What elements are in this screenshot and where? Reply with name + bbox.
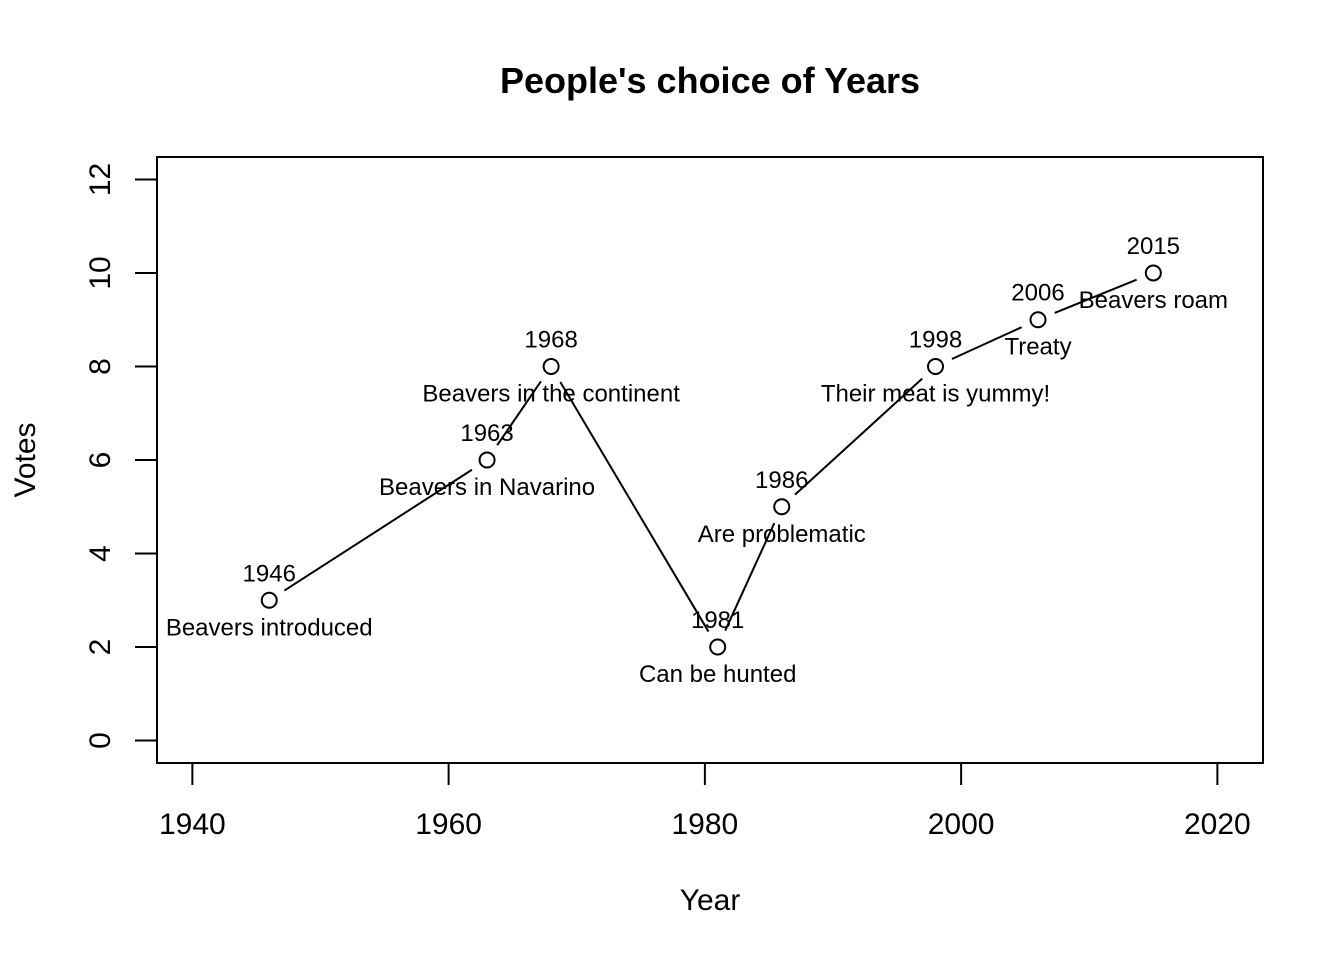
series-line-segment bbox=[496, 380, 542, 446]
point-year-label: 2006 bbox=[1011, 280, 1064, 307]
series-line-segment bbox=[794, 377, 923, 496]
point-year-label: 1986 bbox=[755, 467, 808, 494]
y-tick-label: 0 bbox=[84, 732, 117, 749]
data-point bbox=[1144, 264, 1162, 282]
point-note-label: Beavers introduced bbox=[166, 614, 373, 641]
point-note-label: Beavers in the continent bbox=[422, 380, 680, 407]
data-point bbox=[260, 591, 278, 609]
y-tick-label: 8 bbox=[84, 358, 117, 375]
point-note-label: Are problematic bbox=[698, 521, 866, 548]
point-note-label: Beavers roam bbox=[1079, 287, 1228, 314]
data-point bbox=[1029, 311, 1047, 329]
x-tick-label: 1980 bbox=[671, 808, 738, 841]
point-note-label: Their meat is yummy! bbox=[821, 380, 1050, 407]
y-axis-title: Votes bbox=[9, 422, 42, 497]
point-year-label: 1963 bbox=[460, 420, 513, 447]
series-line-segment bbox=[951, 326, 1023, 360]
series-line-group bbox=[283, 278, 1138, 633]
y-tick-label: 2 bbox=[84, 639, 117, 656]
x-tick-label: 1940 bbox=[159, 808, 226, 841]
point-year-label: 1968 bbox=[524, 326, 577, 353]
point-note-label: Beavers in Navarino bbox=[379, 474, 595, 501]
series-line-segment bbox=[283, 468, 473, 592]
x-tick-label: 2000 bbox=[928, 808, 995, 841]
series-line-segment bbox=[559, 381, 710, 633]
y-tick-label: 4 bbox=[84, 545, 117, 562]
series-line-segment bbox=[724, 522, 776, 632]
y-tick-label: 12 bbox=[84, 163, 117, 196]
point-note-label: Can be hunted bbox=[639, 661, 796, 688]
data-point bbox=[478, 451, 496, 469]
x-axis: 1940 1960 1980 2000 2020 bbox=[159, 762, 1251, 841]
point-year-label: 1981 bbox=[691, 607, 744, 634]
point-year-label: 1998 bbox=[909, 326, 962, 353]
series-line-segment bbox=[1054, 278, 1138, 314]
data-point bbox=[927, 357, 945, 375]
chart-title: People's choice of Years bbox=[500, 60, 920, 101]
x-axis-title: Year bbox=[680, 884, 741, 917]
data-point bbox=[542, 357, 560, 375]
data-points-group: 1946 Beavers introduced 1963 Beavers in Nav… bbox=[166, 233, 1228, 688]
y-tick-label: 10 bbox=[84, 256, 117, 289]
y-axis: 0 2 4 6 8 10 12 bbox=[84, 163, 158, 749]
y-tick-label: 6 bbox=[84, 452, 117, 469]
point-year-label: 2015 bbox=[1127, 233, 1180, 260]
x-tick-label: 2020 bbox=[1184, 808, 1251, 841]
point-note-label: Treaty bbox=[1004, 334, 1071, 361]
point-year-label: 1946 bbox=[243, 560, 296, 587]
data-point bbox=[709, 638, 727, 656]
data-point bbox=[773, 498, 791, 516]
x-tick-label: 1960 bbox=[415, 808, 482, 841]
